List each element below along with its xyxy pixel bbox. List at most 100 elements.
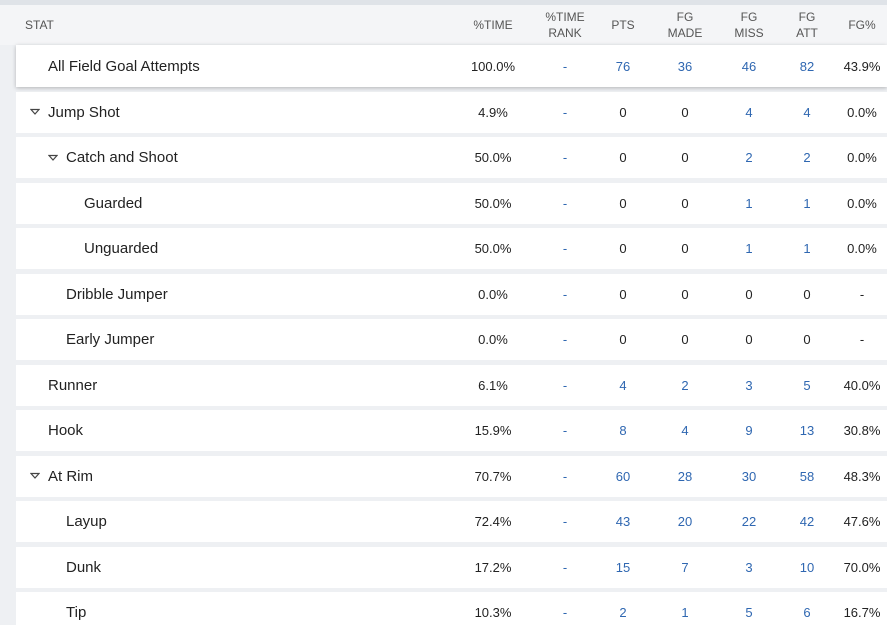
column-header[interactable]: STAT	[25, 5, 54, 45]
stat-cell[interactable]: -	[562, 150, 568, 165]
stat-cell[interactable]: 4	[803, 104, 811, 120]
row-label: Hook	[48, 422, 84, 439]
stat-cell[interactable]: 13	[799, 423, 815, 438]
stat-cell: 16.7%	[843, 605, 881, 620]
stat-cell: 0	[619, 195, 627, 211]
stat-cell: 0	[681, 332, 689, 347]
stat-cell: -	[859, 286, 865, 302]
stat-cell[interactable]: -	[562, 241, 568, 256]
table-row: Jump Shot 4.9% - 0 0 4 4 0.0%	[16, 91, 887, 133]
expand-toggle[interactable]	[30, 108, 40, 116]
header-text: FG	[676, 10, 694, 24]
stat-cell[interactable]: -	[562, 559, 568, 575]
stat-cell: 70.0%	[843, 559, 881, 575]
stat-cell[interactable]: 4	[681, 423, 689, 438]
stat-cell: 50.0%	[474, 241, 512, 256]
stat-cell[interactable]: 1	[803, 195, 811, 211]
stat-cell[interactable]: 1	[681, 605, 689, 620]
stat-cell: 10.3%	[474, 605, 512, 620]
column-header[interactable]: PTS	[611, 5, 634, 45]
stat-cell[interactable]: 1	[745, 241, 753, 256]
stat-cell[interactable]: 2	[619, 605, 627, 620]
table-row: Dribble Jumper 0.0% - 0 0 0 0 -	[16, 273, 887, 315]
stat-cell[interactable]: 22	[741, 514, 757, 529]
header-text: FG	[798, 10, 816, 24]
stat-cell[interactable]: 4	[619, 377, 627, 393]
stat-cell: 0	[681, 104, 689, 120]
row-label: Dribble Jumper	[66, 285, 168, 303]
stat-cell[interactable]: -	[562, 377, 568, 393]
column-header[interactable]: FG%	[848, 5, 875, 45]
stat-cell[interactable]: -	[562, 468, 568, 484]
stat-cell[interactable]: -	[562, 423, 568, 438]
stat-cell[interactable]: 2	[681, 377, 689, 393]
stat-cell: 0.0%	[478, 332, 508, 347]
stat-cell: 100.0%	[470, 58, 516, 74]
stat-cell[interactable]: 10	[799, 559, 815, 575]
stat-cell[interactable]: 30	[741, 468, 757, 484]
column-header[interactable]: %TIME	[473, 5, 512, 45]
table-row: Catch and Shoot 50.0% - 0 0 2 2 0.0%	[16, 137, 887, 178]
column-header[interactable]: FG MADE	[668, 5, 703, 45]
stat-cell: 0	[619, 332, 627, 347]
header-text: %TIME	[473, 18, 513, 32]
stat-cell[interactable]: 3	[745, 377, 753, 393]
expand-toggle[interactable]	[48, 154, 58, 162]
stat-cell[interactable]: 6	[803, 605, 811, 620]
stat-cell[interactable]: 3	[745, 559, 753, 575]
stat-cell[interactable]: 58	[799, 468, 815, 484]
stat-cell[interactable]: -	[562, 514, 568, 529]
stat-cell[interactable]: 5	[803, 377, 811, 393]
expand-toggle[interactable]	[30, 472, 40, 480]
total-row: All Field Goal Attempts 100.0% - 76 36 46 82 43…	[16, 45, 887, 87]
row-label: Layup	[66, 513, 107, 530]
stat-cell: 0.0%	[478, 286, 508, 302]
stat-cell[interactable]: 7	[681, 559, 689, 575]
header-text: FG%	[848, 18, 876, 32]
stat-cell[interactable]: -	[562, 332, 568, 347]
stat-cell[interactable]: 36	[677, 58, 693, 74]
table-row: At Rim 70.7% - 60 28 30 58 48.3%	[16, 455, 887, 497]
column-header[interactable]: %TIME RANK	[545, 5, 584, 45]
stat-cell[interactable]: 42	[799, 514, 815, 529]
stat-cell[interactable]: 46	[741, 58, 757, 74]
stat-cell[interactable]: 8	[619, 423, 627, 438]
stat-cell[interactable]: 4	[745, 104, 753, 120]
row-label: Jump Shot	[48, 103, 120, 121]
stat-cell[interactable]: 2	[745, 150, 753, 165]
column-header[interactable]: FG ATT	[796, 5, 818, 45]
stat-cell[interactable]: 76	[615, 58, 631, 74]
table-row: Hook 15.9% - 8 4 9 13 30.8%	[16, 410, 887, 451]
toggle-icon	[48, 154, 58, 161]
stat-cell: 0	[803, 286, 811, 302]
stat-cell: 0	[803, 332, 811, 347]
header-text: RANK	[548, 26, 582, 40]
row-label: Guarded	[84, 194, 143, 212]
row-label: Dunk	[66, 558, 102, 576]
stat-cell[interactable]: -	[562, 286, 568, 302]
stat-cell[interactable]: 2	[803, 150, 811, 165]
stat-cell[interactable]: 20	[677, 514, 693, 529]
column-header[interactable]: FG MISS	[734, 5, 763, 45]
stat-cell[interactable]: -	[562, 58, 568, 74]
stat-cell[interactable]: 1	[803, 241, 811, 256]
stat-cell[interactable]: 43	[615, 514, 631, 529]
stat-cell[interactable]: -	[562, 195, 568, 211]
stat-cell[interactable]: 82	[799, 58, 815, 74]
stat-cell[interactable]: -	[562, 104, 568, 120]
table-row: Guarded 50.0% - 0 0 1 1 0.0%	[16, 182, 887, 224]
stat-cell[interactable]: 60	[615, 468, 631, 484]
stat-cell: 0	[619, 241, 627, 256]
header-text: MISS	[734, 26, 764, 40]
stat-cell[interactable]: 15	[615, 559, 631, 575]
stat-cell[interactable]: 9	[745, 423, 753, 438]
stat-cell: 0	[619, 150, 627, 165]
stat-cell: 0	[681, 286, 689, 302]
stat-cell[interactable]: 28	[677, 468, 693, 484]
stat-cell[interactable]: -	[562, 605, 568, 620]
stat-cell[interactable]: 5	[745, 605, 753, 620]
stat-cell: 70.7%	[474, 468, 512, 484]
stat-cell[interactable]: 1	[745, 195, 753, 211]
stat-cell: 4.9%	[478, 104, 508, 120]
stat-cell: 0	[619, 104, 627, 120]
